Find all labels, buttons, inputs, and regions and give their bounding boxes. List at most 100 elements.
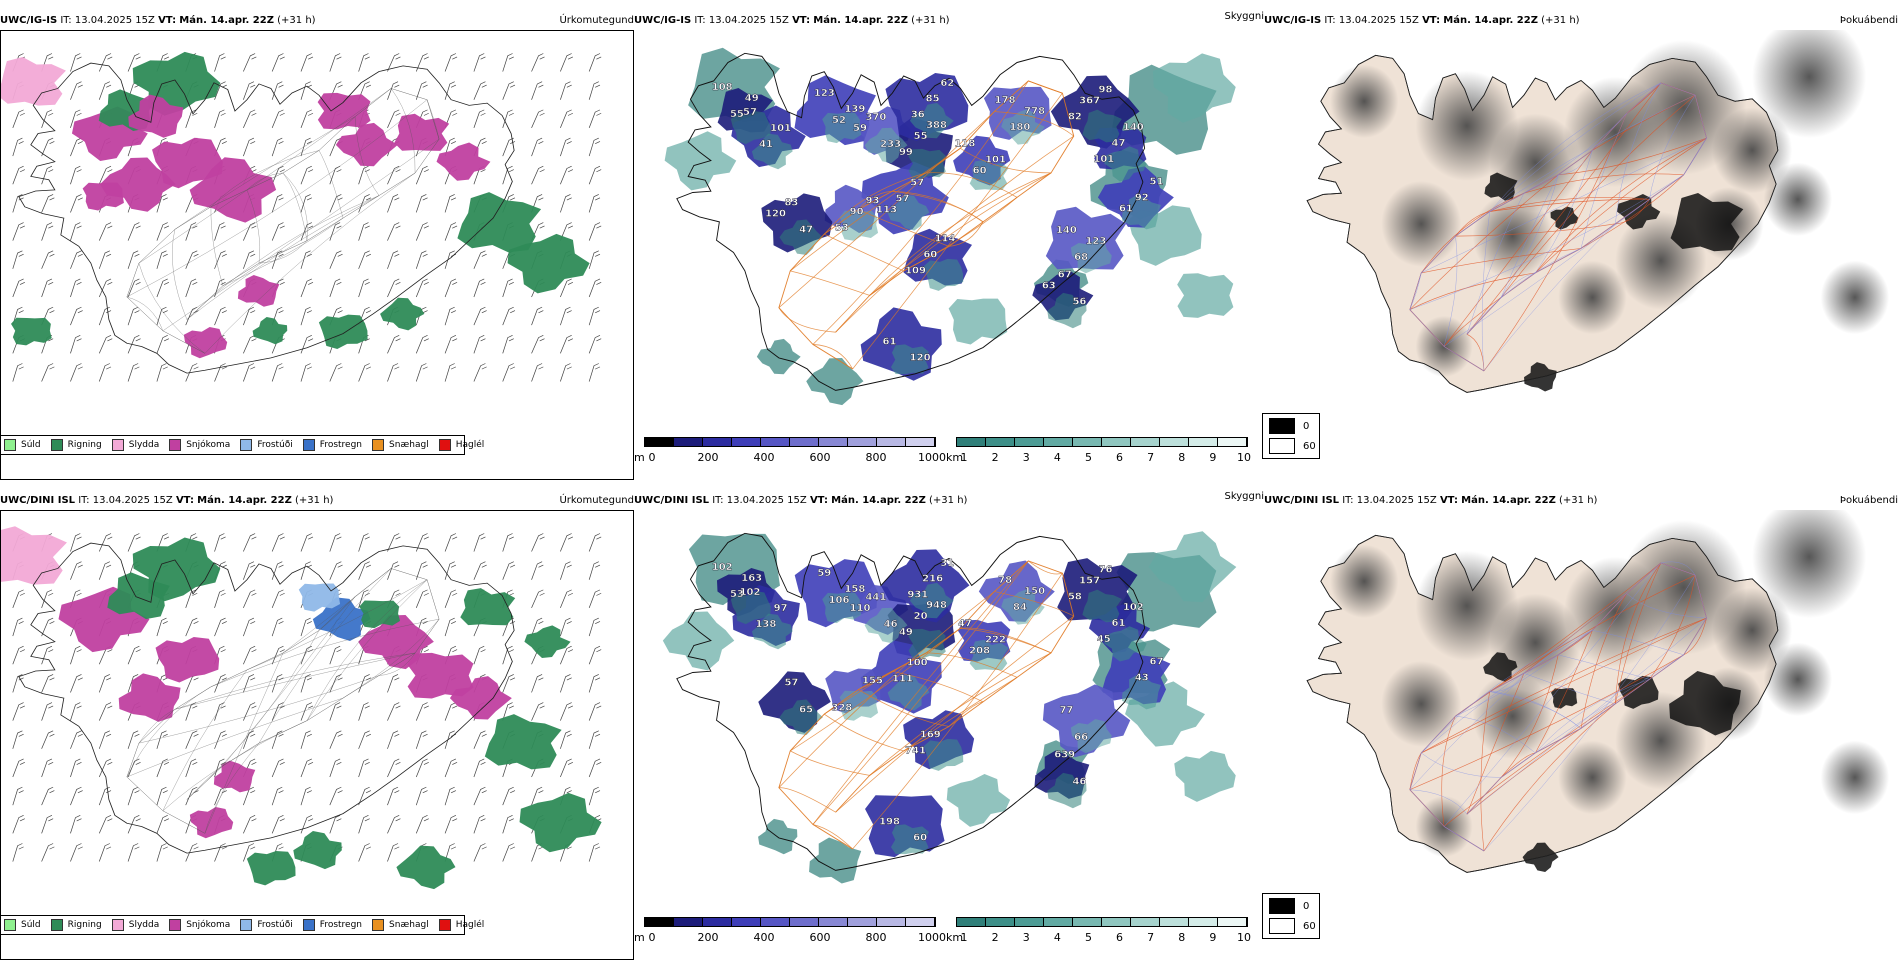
cloud-base-label: 157 [1079, 576, 1100, 587]
fog-legend-label: 0 [1303, 420, 1310, 432]
fog-legend-label: 60 [1303, 920, 1316, 932]
cloud-base-label: 102 [740, 587, 761, 598]
valid-time-label: VT: [1422, 15, 1441, 26]
colorbar-tick: 600 [809, 931, 831, 944]
panel-title: Skyggni [1224, 11, 1264, 22]
panel-header: UWC/DINI ISL IT: 13.04.2025 15Z VT: Mán.… [0, 495, 333, 507]
legend-swatch [50, 439, 63, 451]
lead-time: (+31 h) [1559, 495, 1598, 506]
legend-label: Snjókoma [186, 920, 231, 930]
legend-label: Slydda [128, 920, 160, 930]
valid-time-label: VT: [809, 495, 828, 506]
cloud-base-label: 31 [940, 558, 954, 569]
colorbar-tick: 600 [809, 451, 831, 464]
valid-time: Mán. 14.apr. 22Z [197, 495, 292, 506]
fog-map-canvas [1306, 510, 1890, 873]
cloud-base-label: 178 [995, 95, 1016, 106]
panel-header: UWC/DINI ISL IT: 13.04.2025 15Z VT: Mán.… [1264, 495, 1597, 507]
legend-swatch [50, 919, 63, 931]
cloud-base-colorbar: m 0 200 400 600 800 1000 [634, 437, 946, 467]
legend-label: Snjókoma [186, 440, 231, 450]
cloud-base-label: 46 [1072, 777, 1086, 788]
fog-legend-swatch [1269, 918, 1295, 934]
panel-title: Skyggni [1224, 491, 1264, 502]
cloud-base-label: 53 [730, 589, 744, 600]
cloud-base-label: 47 [799, 224, 813, 235]
legend-swatch [438, 439, 451, 451]
cloud-base-label: 139 [844, 104, 865, 115]
cloud-base-label: 113 [876, 205, 897, 216]
panel-header: UWC/IG-IS IT: 13.04.2025 15Z VT: Mán. 14… [1264, 15, 1580, 27]
colorbar-tick: 6 [1116, 931, 1124, 944]
cloud-base-label: 63 [1042, 281, 1056, 292]
cloud-base-label: 57 [896, 194, 910, 205]
cloud-base-label: 55 [914, 131, 928, 142]
fog-map [1264, 510, 1898, 910]
cloud-base-label: 120 [910, 352, 931, 363]
cloud-base-label: 111 [892, 674, 913, 685]
cloud-base-label: 639 [1054, 750, 1075, 761]
valid-time-label: VT: [1439, 495, 1458, 506]
colorbar-tick: 9 [1209, 931, 1217, 944]
init-time: IT: 13.04.2025 15Z [1324, 15, 1419, 26]
model-name: UWC/DINI ISL [634, 495, 710, 506]
cloud-base-label: 76 [1099, 565, 1113, 576]
precip-map [0, 510, 634, 960]
cloud-base-label: 233 [880, 139, 901, 150]
cloud-base-label: 388 [926, 120, 947, 131]
precip-map-canvas [1, 51, 602, 382]
legend-item: Snæhagl [372, 919, 429, 931]
legend-swatch [111, 919, 124, 931]
colorbar-tick: 3 [1022, 451, 1030, 464]
legend-swatch [169, 919, 182, 931]
cloud-base-label: 45 [1097, 634, 1111, 645]
cloud-base-label: 106 [829, 595, 850, 606]
colorbar-tick: 4 [1053, 451, 1061, 464]
cloud-base-label: 169 [920, 729, 941, 740]
valid-time-label: VT: [158, 15, 177, 26]
legend-swatch [240, 919, 253, 931]
colorbar-unit: km [946, 451, 964, 464]
precip-map-canvas [1, 526, 602, 890]
legend-swatch [372, 919, 385, 931]
colorbar-tick: 2 [991, 931, 999, 944]
panel-header: UWC/IG-IS IT: 13.04.2025 15Z VT: Mán. 14… [0, 15, 316, 27]
model-name: UWC/IG-IS [0, 15, 58, 26]
fog-map-canvas [1306, 30, 1890, 393]
fog-legend: 0 60 [1262, 413, 1320, 459]
panel-title: Úrkomutegund [559, 495, 634, 506]
cloud-base-label: 441 [865, 592, 886, 603]
colorbar-tick: 10 [1237, 451, 1251, 464]
cloud-base-label: 61 [1119, 204, 1133, 215]
colorbar-tick: 1000 [918, 931, 946, 944]
cloud-base-label: 109 [905, 265, 926, 276]
colorbar-tick: 0 [648, 451, 656, 464]
legend-item: Rigning [50, 919, 102, 931]
init-time: IT: 13.04.2025 15Z [60, 15, 155, 26]
cloud-base-label: 59 [817, 568, 831, 579]
panel-title: Þokuábendi [1839, 15, 1898, 26]
lead-time: (+31 h) [277, 15, 316, 26]
fog-indicator-panel: UWC/IG-IS IT: 13.04.2025 15Z VT: Mán. 14… [1262, 15, 1898, 481]
cloud-base-label: 68 [1074, 252, 1088, 263]
cloud-base-label: 67 [1150, 657, 1164, 668]
colorbar-tick: 8 [1178, 931, 1186, 944]
model-name: UWC/IG-IS [1264, 15, 1322, 26]
cloud-base-label: 92 [1135, 192, 1149, 203]
legend-label: Súld [21, 920, 41, 930]
cloud-base-label: 36 [911, 110, 925, 121]
cloud-base-label: 62 [940, 78, 954, 89]
legend-item: Súld [4, 439, 41, 451]
cloud-base-label: 51 [1150, 177, 1164, 188]
cloud-base-label: 108 [712, 82, 733, 93]
cloud-base-label: 370 [865, 112, 886, 123]
cloud-base-label: 98 [1099, 85, 1113, 96]
cloud-base-label: 78 [998, 575, 1012, 586]
colorbar-strip [644, 917, 936, 927]
cloud-map: 108 41 139 370 388 36 101 178 98 101 92 140 67 109 57 9… [634, 30, 1264, 430]
legend-item: Slydda [111, 919, 160, 931]
cloud-base-label: 93 [866, 196, 880, 207]
cloud-base-label: 123 [814, 88, 835, 99]
colorbar-tick: 200 [697, 931, 719, 944]
